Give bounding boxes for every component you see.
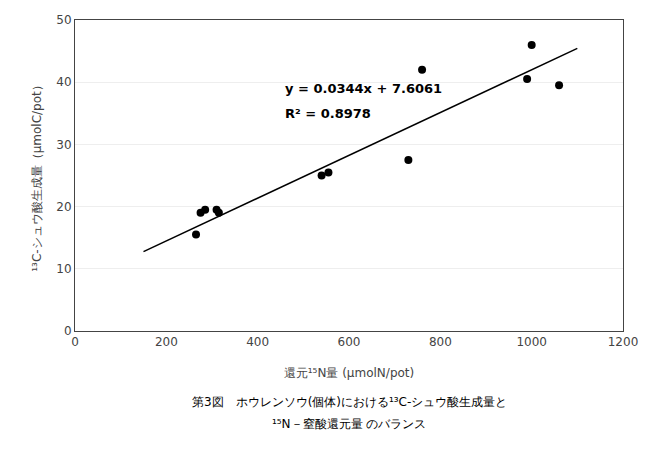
svg-text:40: 40 (56, 75, 71, 89)
svg-text:y = 0.0344x + 7.6061: y = 0.0344x + 7.6061 (285, 81, 442, 96)
svg-text:400: 400 (246, 335, 269, 349)
svg-text:¹⁵N－窒酸還元量 のバランス: ¹⁵N－窒酸還元量 のバランス (272, 417, 426, 431)
svg-text:1000: 1000 (516, 335, 547, 349)
svg-text:10: 10 (56, 262, 71, 276)
svg-text:50: 50 (56, 13, 71, 27)
svg-text:20: 20 (56, 200, 71, 214)
svg-text:30: 30 (56, 138, 71, 152)
svg-text:R² = 0.8978: R² = 0.8978 (285, 106, 371, 121)
svg-text:還元¹⁵N量 (μmolN/pot): 還元¹⁵N量 (μmolN/pot) (284, 366, 414, 380)
svg-text:600: 600 (338, 335, 361, 349)
svg-text:第3図 ホウレンソウ(個体)における¹³C-シュウ酸生成量と: 第3図 ホウレンソウ(個体)における¹³C-シュウ酸生成量と (192, 395, 507, 409)
svg-text:0: 0 (71, 335, 79, 349)
svg-text:¹³C-シュウ酸生成量（μmolC/pot）: ¹³C-シュウ酸生成量（μmolC/pot） (30, 79, 44, 271)
svg-text:0: 0 (64, 324, 72, 338)
svg-text:200: 200 (155, 335, 178, 349)
svg-text:1200: 1200 (608, 335, 639, 349)
svg-text:800: 800 (429, 335, 452, 349)
